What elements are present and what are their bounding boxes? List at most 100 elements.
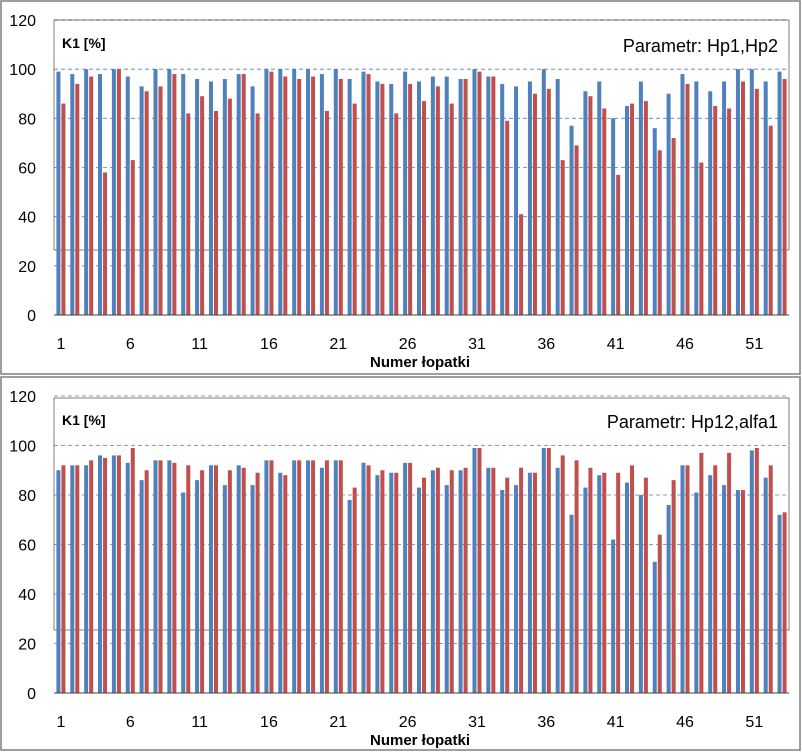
- bar-series2-22: [352, 103, 357, 315]
- x-tick-label: 36: [537, 714, 555, 731]
- bar-series2-29: [449, 103, 454, 315]
- bar-series2-19: [311, 76, 316, 315]
- bar-series2-46: [685, 83, 690, 315]
- bar-series1-37: [555, 467, 560, 693]
- bar-series2-26: [408, 83, 413, 315]
- bar-series1-1: [56, 71, 61, 316]
- x-tick-label: 41: [607, 336, 625, 353]
- bar-series1-16: [264, 460, 269, 693]
- bar-series2-24: [380, 470, 385, 693]
- bar-series2-17: [283, 475, 288, 693]
- bar-series2-33: [505, 477, 510, 693]
- x-tick-labels: 1 6 11 16 21 26 31 36 41 46 51: [56, 714, 763, 731]
- bar-series2-24: [380, 83, 385, 315]
- y-tick-label: 20: [18, 259, 36, 276]
- bar-series1-18: [292, 69, 297, 315]
- bar-series2-6: [130, 160, 135, 316]
- bar-series1-49: [722, 81, 727, 316]
- parameter-annotation: Parametr: Hp1,Hp2: [623, 36, 778, 56]
- bar-series2-18: [297, 460, 302, 693]
- bar-series1-30: [458, 79, 463, 315]
- bar-series1-19: [306, 69, 311, 315]
- bar-series1-11: [195, 480, 200, 693]
- bar-series2-49: [727, 108, 732, 315]
- bar-series2-35: [532, 93, 537, 315]
- bar-series1-27: [416, 81, 421, 316]
- y-tick-label: 40: [18, 210, 36, 227]
- bar-series2-41: [616, 174, 621, 316]
- bar-series1-5: [111, 69, 116, 315]
- bar-series1-33: [500, 83, 505, 315]
- bar-series2-8: [158, 460, 163, 693]
- y-tick-label: 100: [9, 62, 36, 79]
- plot-area-border: [53, 19, 790, 251]
- bar-series1-27: [416, 487, 421, 693]
- bar-series2-37: [560, 455, 565, 693]
- bar-series2-12: [213, 465, 218, 693]
- bar-series2-26: [408, 462, 413, 693]
- bar-series1-15: [250, 86, 255, 316]
- bar-series2-10: [186, 113, 191, 315]
- bar-series2-30: [463, 467, 468, 693]
- bar-series1-33: [500, 490, 505, 693]
- bar-series1-41: [611, 539, 616, 693]
- bar-series1-3: [84, 465, 89, 693]
- bar-series2-10: [186, 465, 191, 693]
- bar-series1-37: [555, 79, 560, 315]
- y-tick-labels: 0 20 40 60 80 100 120: [9, 389, 36, 703]
- bar-series2-5: [116, 69, 121, 315]
- bar-series2-2: [75, 465, 80, 693]
- y-tick-label: 80: [18, 488, 36, 505]
- bar-series1-14: [236, 465, 241, 693]
- bar-series2-36: [546, 88, 551, 315]
- bar-series1-20: [319, 467, 324, 693]
- x-tick-label: 31: [468, 336, 486, 353]
- bar-series1-38: [569, 125, 574, 316]
- bar-series1-41: [611, 118, 616, 315]
- bar-series2-27: [422, 477, 427, 693]
- x-tick-label: 51: [745, 714, 763, 731]
- bar-series1-26: [403, 462, 408, 693]
- bar-group: [56, 69, 787, 316]
- bar-series2-13: [227, 98, 232, 315]
- bar-series2-40: [602, 108, 607, 315]
- y-tick-label: 0: [27, 308, 36, 325]
- bar-series1-50: [735, 490, 740, 693]
- bar-series1-53: [777, 514, 782, 693]
- x-tick-label: 16: [260, 336, 278, 353]
- bar-series1-11: [195, 79, 200, 315]
- y-tick-label: 120: [9, 13, 36, 30]
- bar-series2-1: [61, 103, 66, 315]
- y-tick-label: 120: [9, 389, 36, 406]
- bar-series2-22: [352, 487, 357, 693]
- bar-series2-50: [740, 81, 745, 316]
- x-tick-label: 6: [126, 714, 135, 731]
- bar-series1-28: [430, 76, 435, 315]
- bar-series2-36: [546, 447, 551, 693]
- plot-area-border: [53, 397, 790, 631]
- bar-series1-3: [84, 69, 89, 315]
- bar-series1-53: [777, 71, 782, 316]
- bar-series1-43: [638, 495, 643, 693]
- bar-series2-51: [754, 447, 759, 693]
- y-tick-label: 40: [18, 587, 36, 604]
- bar-series1-29: [444, 76, 449, 315]
- x-tick-label: 11: [191, 714, 208, 731]
- bar-series1-10: [181, 74, 186, 315]
- bar-series2-20: [324, 110, 329, 316]
- bar-series2-2: [75, 83, 80, 315]
- bar-series1-48: [708, 475, 713, 693]
- bar-series1-44: [652, 128, 657, 315]
- bar-series2-21: [338, 79, 343, 315]
- bar-series2-7: [144, 91, 149, 315]
- bar-series1-31: [472, 69, 477, 315]
- bar-series2-25: [394, 113, 399, 315]
- bar-series2-38: [574, 145, 579, 316]
- bar-series2-11: [200, 96, 205, 316]
- bar-series2-39: [588, 96, 593, 316]
- bar-series1-31: [472, 447, 477, 693]
- x-tick-label: 1: [56, 336, 65, 353]
- bar-series1-7: [139, 480, 144, 693]
- bar-series1-4: [98, 74, 103, 315]
